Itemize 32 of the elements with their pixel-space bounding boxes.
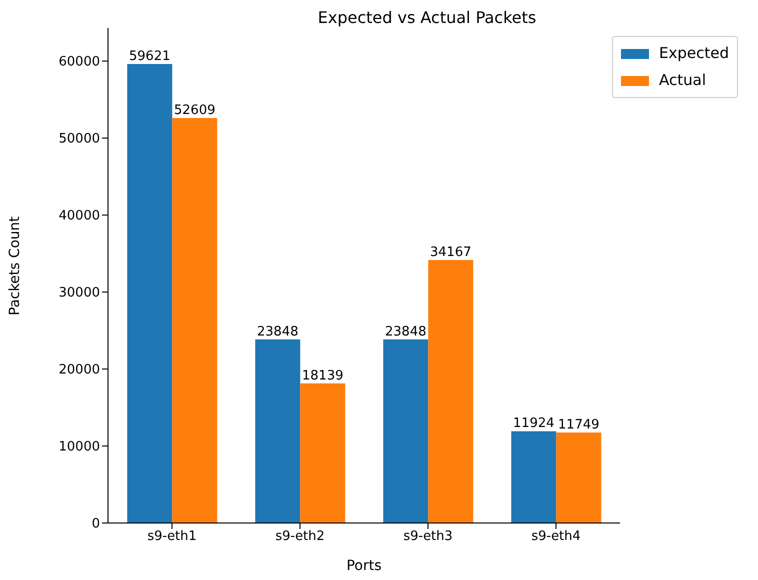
data-label: 34167 (430, 244, 472, 260)
y-tick-label: 30000 (58, 286, 100, 301)
data-label: 52609 (174, 103, 216, 118)
legend-label: Actual (659, 70, 706, 91)
data-label: 11749 (558, 418, 600, 433)
bar (127, 64, 172, 523)
y-tick-label: 0 (92, 516, 100, 532)
x-tick-label: s9-eth3 (403, 529, 453, 544)
x-axis-title: Ports (346, 558, 382, 574)
y-tick-label: 10000 (58, 440, 100, 455)
y-tick-label: 60000 (58, 54, 100, 70)
y-tick-label: 20000 (58, 362, 100, 378)
bar (172, 118, 218, 523)
data-label: 23848 (257, 324, 298, 340)
bar (255, 339, 300, 523)
y-tick-label: 50000 (58, 132, 100, 147)
data-label: 23848 (385, 324, 426, 340)
bar (511, 431, 556, 523)
y-axis-title: Packets Count (6, 216, 23, 316)
x-tick-label: s9-eth4 (531, 529, 581, 544)
bar (428, 260, 474, 523)
bar (556, 432, 602, 523)
x-tick-label: s9-eth2 (275, 529, 325, 544)
legend-label: Expected (659, 43, 729, 64)
bar (383, 339, 428, 523)
y-tick-label: 40000 (58, 208, 100, 224)
data-label: 59621 (129, 49, 170, 64)
chart-title: Expected vs Actual Packets (316, 8, 538, 27)
data-label: 11924 (513, 416, 554, 432)
data-label: 18139 (302, 368, 344, 384)
x-tick-label: s9-eth1 (147, 529, 197, 544)
bar (300, 383, 346, 523)
